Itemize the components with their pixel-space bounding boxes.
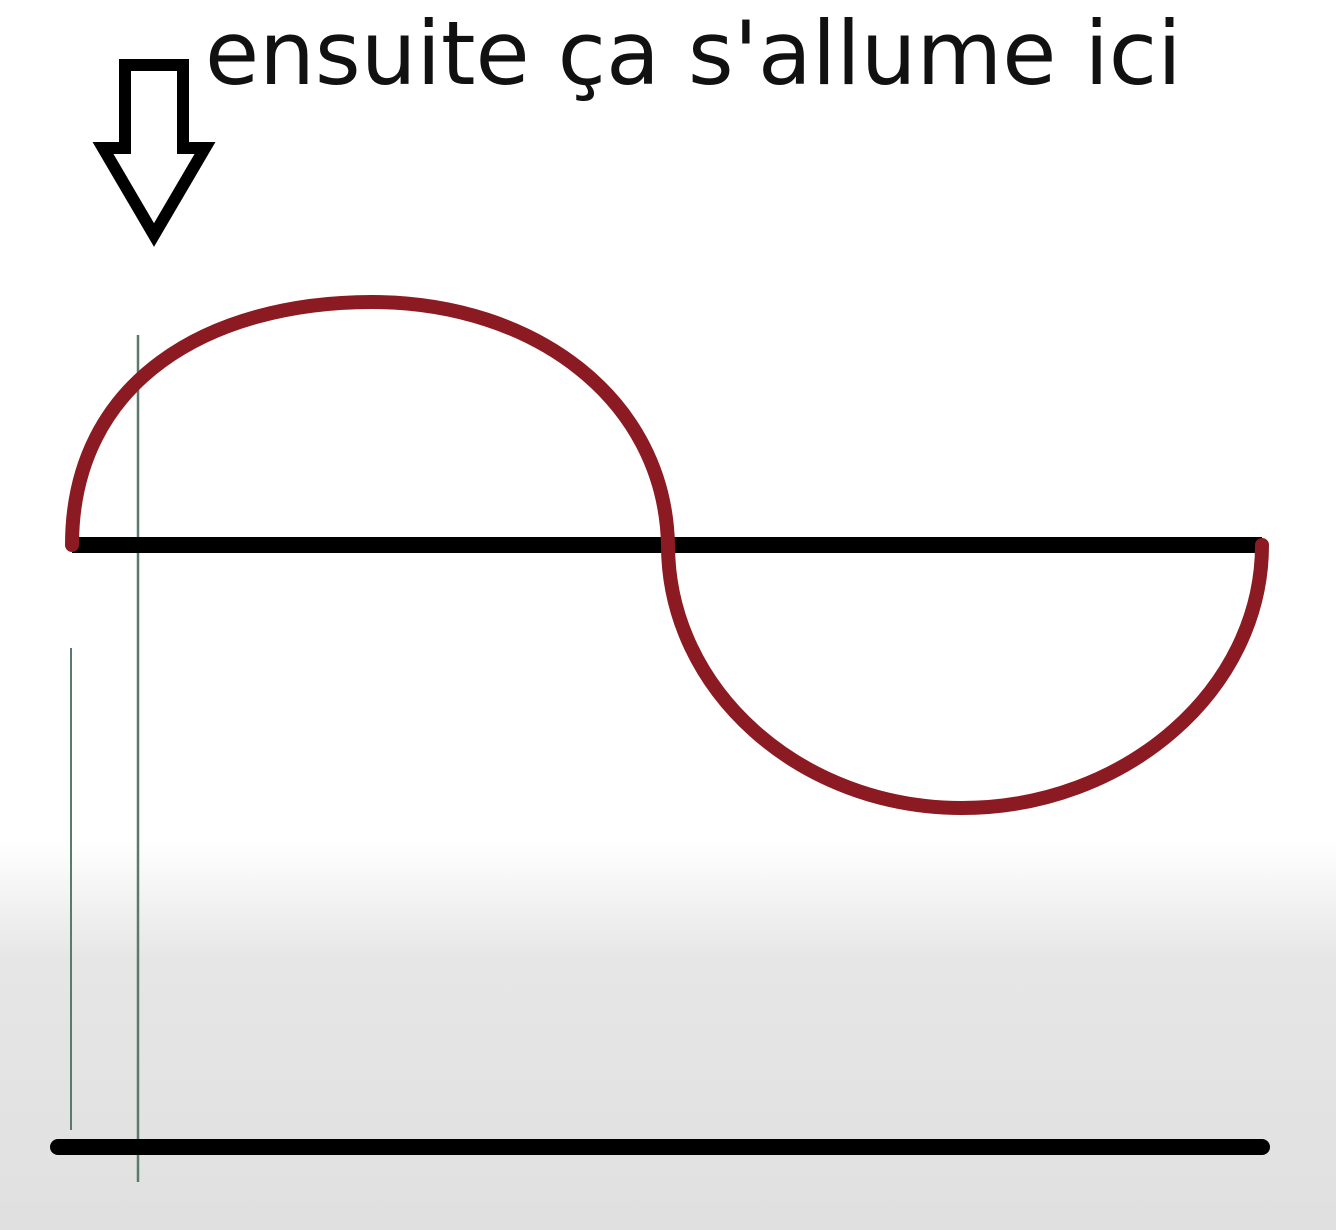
down-arrow-icon xyxy=(92,59,216,247)
sine-waveform xyxy=(65,294,1269,816)
annotation-text: ensuite ça s'allume ici xyxy=(205,2,1182,105)
